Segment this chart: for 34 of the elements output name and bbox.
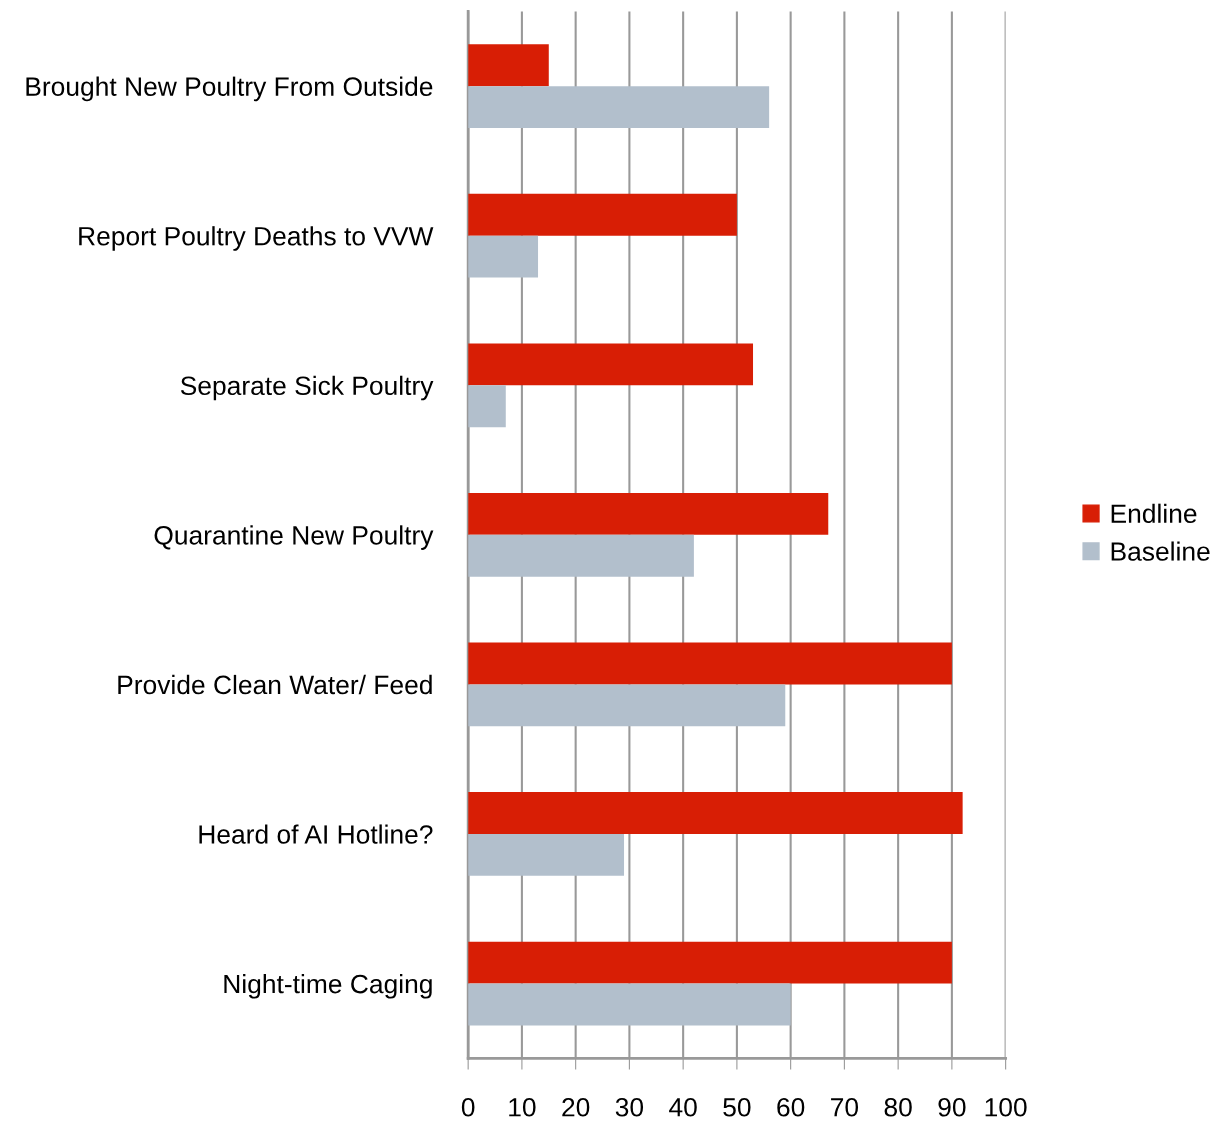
y-tick-label: Provide Clean Water/ Feed	[118, 674, 432, 695]
bar	[468, 385, 506, 428]
y-tick-label: Quarantine New Poultry	[154, 525, 434, 550]
bar	[468, 343, 754, 386]
bar	[468, 492, 829, 535]
legend-label: Baseline	[1111, 541, 1210, 561]
x-tick-label: 70	[831, 1097, 859, 1117]
y-tick-label: Night-time Caging	[224, 974, 432, 999]
bar	[468, 86, 770, 129]
bar	[468, 235, 539, 278]
bar	[468, 684, 786, 727]
bar	[468, 941, 952, 984]
y-tick-label: Heard of AI Hotline?	[199, 824, 433, 844]
y-tick-label: Report Poultry Deaths to VVW	[79, 226, 434, 251]
bar	[468, 642, 952, 685]
x-tick-label: 80	[884, 1097, 912, 1117]
x-tick-label: 100	[985, 1097, 1027, 1117]
x-tick-label: 30	[615, 1097, 644, 1117]
x-tick-label: 50	[723, 1097, 751, 1117]
x-tick-label: 40	[669, 1097, 697, 1117]
x-tick-label: 10	[509, 1097, 536, 1117]
legend-label: Endline	[1111, 503, 1197, 524]
y-tick-label: Separate Sick Poultry	[180, 375, 434, 401]
bar	[468, 193, 737, 236]
x-tick-label: 60	[777, 1097, 805, 1117]
bar	[468, 983, 791, 1026]
bar	[468, 792, 963, 834]
y-tick-label: Brought New Poultry From Outside	[26, 76, 433, 102]
x-tick-label: 90	[938, 1097, 966, 1117]
bar	[468, 833, 625, 876]
bar	[468, 534, 694, 577]
x-tick-label: 0	[461, 1097, 475, 1117]
x-tick-label: 20	[562, 1097, 590, 1117]
bar	[468, 44, 549, 87]
